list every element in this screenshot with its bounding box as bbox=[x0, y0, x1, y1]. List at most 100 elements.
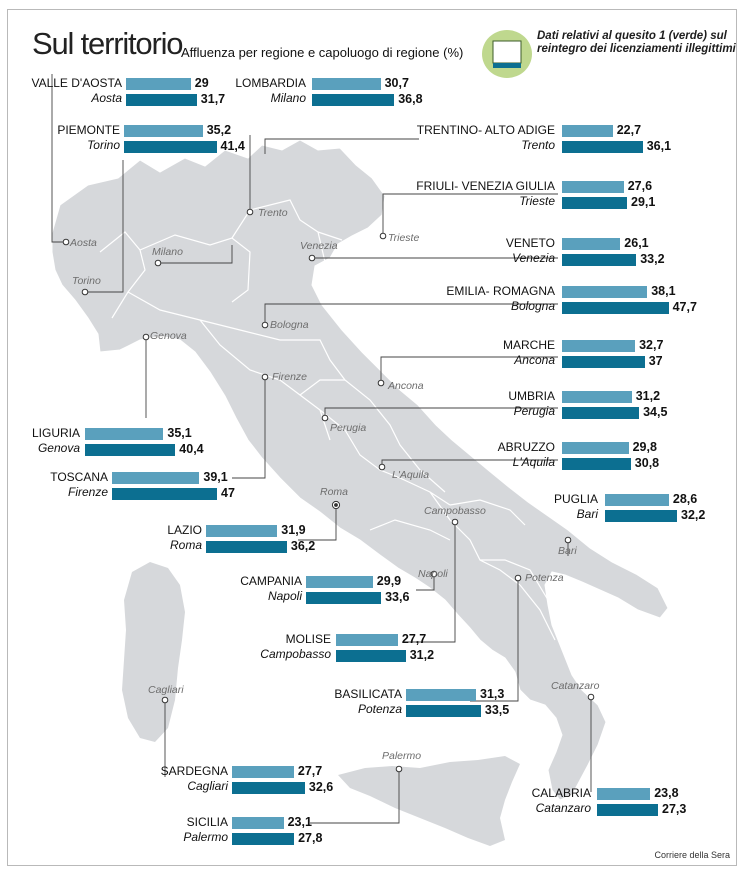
capital-bar bbox=[406, 705, 481, 717]
region-label-toscana: TOSCANA Firenze bbox=[50, 470, 108, 500]
region-name: PIEMONTE bbox=[57, 123, 120, 137]
region-name: LOMBARDIA bbox=[235, 76, 306, 90]
region-bar bbox=[562, 391, 632, 403]
city-markers bbox=[62, 208, 595, 773]
capital-bar bbox=[562, 197, 627, 209]
region-bar bbox=[562, 340, 636, 352]
capital-value: 41,4 bbox=[220, 139, 245, 153]
capital-bar bbox=[597, 804, 658, 816]
capital-value: 30,8 bbox=[634, 456, 660, 470]
capital-value: 33,6 bbox=[385, 590, 410, 604]
city-label-perugia: Perugia bbox=[330, 422, 367, 434]
region-value: 30,7 bbox=[384, 76, 409, 90]
capital-name: L'Aquila bbox=[512, 455, 555, 469]
city-label-campobasso: Campobasso bbox=[424, 505, 486, 517]
region-bar bbox=[112, 472, 200, 484]
capital-bar bbox=[232, 833, 295, 845]
region-value: 29,8 bbox=[632, 440, 657, 454]
region-bar bbox=[232, 766, 294, 778]
region-value: 31,2 bbox=[635, 389, 661, 403]
city-label-genova: Genova bbox=[150, 330, 187, 342]
region-name: CAMPANIA bbox=[240, 574, 302, 588]
region-value: 22,7 bbox=[616, 123, 642, 137]
capital-name: Bologna bbox=[510, 299, 555, 313]
region-bar bbox=[306, 576, 373, 588]
region-name: SARDEGNA bbox=[160, 764, 228, 778]
city-label-napoli: Napoli bbox=[418, 568, 448, 580]
region-value: 31,3 bbox=[480, 687, 505, 701]
capital-value: 33,5 bbox=[484, 703, 510, 717]
capital-bar bbox=[562, 356, 645, 368]
capital-value: 31,2 bbox=[409, 648, 435, 662]
region-bar bbox=[312, 78, 381, 90]
capital-bar bbox=[605, 510, 677, 522]
capital-name: Campobasso bbox=[260, 647, 331, 661]
region-borders bbox=[99, 199, 556, 641]
region-value: 29,9 bbox=[376, 574, 402, 588]
region-name: UMBRIA bbox=[508, 389, 555, 403]
sardinia-island bbox=[122, 562, 185, 742]
capital-name: Bari bbox=[576, 507, 598, 521]
capital-value: 32,2 bbox=[681, 508, 706, 522]
region-label-abruzzo: ABRUZZO L'Aquila bbox=[498, 440, 555, 470]
capital-bar bbox=[306, 592, 382, 604]
capital-name: Firenze bbox=[67, 485, 108, 499]
city-label-milano: Milano bbox=[152, 246, 183, 258]
region-bar bbox=[605, 494, 669, 506]
legend-text: Dati relativi al quesito 1 (verde) sul r… bbox=[537, 30, 736, 55]
region-label-campania: CAMPANIA Napoli bbox=[240, 574, 302, 604]
region-label-valle-d-aosta: VALLE D'AOSTA Aosta bbox=[31, 76, 122, 106]
city-label-trento: Trento bbox=[258, 207, 288, 219]
region-bar bbox=[206, 525, 278, 537]
capital-value: 36,8 bbox=[398, 92, 423, 106]
region-label-calabria: CALABRIA Catanzaro bbox=[532, 786, 591, 816]
capital-bar bbox=[312, 94, 395, 106]
city-label-cagliari: Cagliari bbox=[148, 684, 184, 696]
region-bar bbox=[232, 817, 284, 829]
capital-name: Palermo bbox=[183, 830, 228, 844]
city-label-firenze: Firenze bbox=[272, 371, 308, 383]
capital-value: 36,2 bbox=[290, 539, 316, 553]
capital-bar bbox=[562, 254, 637, 266]
capital-name: Cagliari bbox=[187, 779, 228, 793]
page-title: Sul territorio bbox=[32, 26, 184, 61]
capital-name: Napoli bbox=[267, 589, 302, 603]
region-value: 23,8 bbox=[654, 786, 679, 800]
region-name: VENETO bbox=[505, 236, 555, 250]
region-label-lombardia: LOMBARDIA Milano bbox=[235, 76, 306, 106]
city-label-torino: Torino bbox=[72, 275, 101, 287]
capital-name: Trieste bbox=[519, 194, 555, 208]
capital-bar bbox=[562, 302, 669, 314]
capital-bar bbox=[336, 650, 406, 662]
leader-lines bbox=[51, 74, 592, 824]
credit-text: Corriere della Sera bbox=[654, 850, 730, 860]
city-label-bologna: Bologna bbox=[270, 319, 309, 331]
region-label-sicilia: SICILIA Palermo bbox=[183, 815, 228, 845]
capital-name: Ancona bbox=[514, 353, 555, 367]
capital-name: Trento bbox=[521, 138, 555, 152]
region-name: LIGURIA bbox=[31, 426, 80, 440]
capital-value: 27,8 bbox=[298, 831, 323, 845]
capital-value: 47 bbox=[221, 486, 235, 500]
region-name: ABRUZZO bbox=[497, 440, 555, 454]
capital-value: 31,7 bbox=[200, 92, 226, 106]
region-bar bbox=[562, 125, 613, 137]
capital-name: Potenza bbox=[357, 702, 402, 716]
city-label-palermo: Palermo bbox=[382, 750, 422, 762]
region-label-friuli-venezia-giulia: FRIULI- VENEZIA GIULIA Trieste bbox=[416, 179, 555, 209]
region-label-umbria: UMBRIA Perugia bbox=[508, 389, 555, 419]
capital-bar bbox=[112, 488, 217, 500]
city-label-bari: Bari bbox=[558, 545, 577, 557]
capital-value: 27,3 bbox=[662, 802, 687, 816]
capital-name: Roma bbox=[169, 538, 202, 552]
region-label-lazio: LAZIO Roma bbox=[167, 523, 202, 553]
region-name: LAZIO bbox=[167, 523, 202, 537]
region-value: 31,9 bbox=[281, 523, 306, 537]
region-name: MARCHE bbox=[502, 338, 555, 352]
region-value: 35,2 bbox=[206, 123, 232, 137]
city-label-potenza: Potenza bbox=[525, 572, 564, 584]
region-value: 23,1 bbox=[287, 815, 312, 829]
region-label-marche: MARCHE Ancona bbox=[503, 338, 555, 368]
